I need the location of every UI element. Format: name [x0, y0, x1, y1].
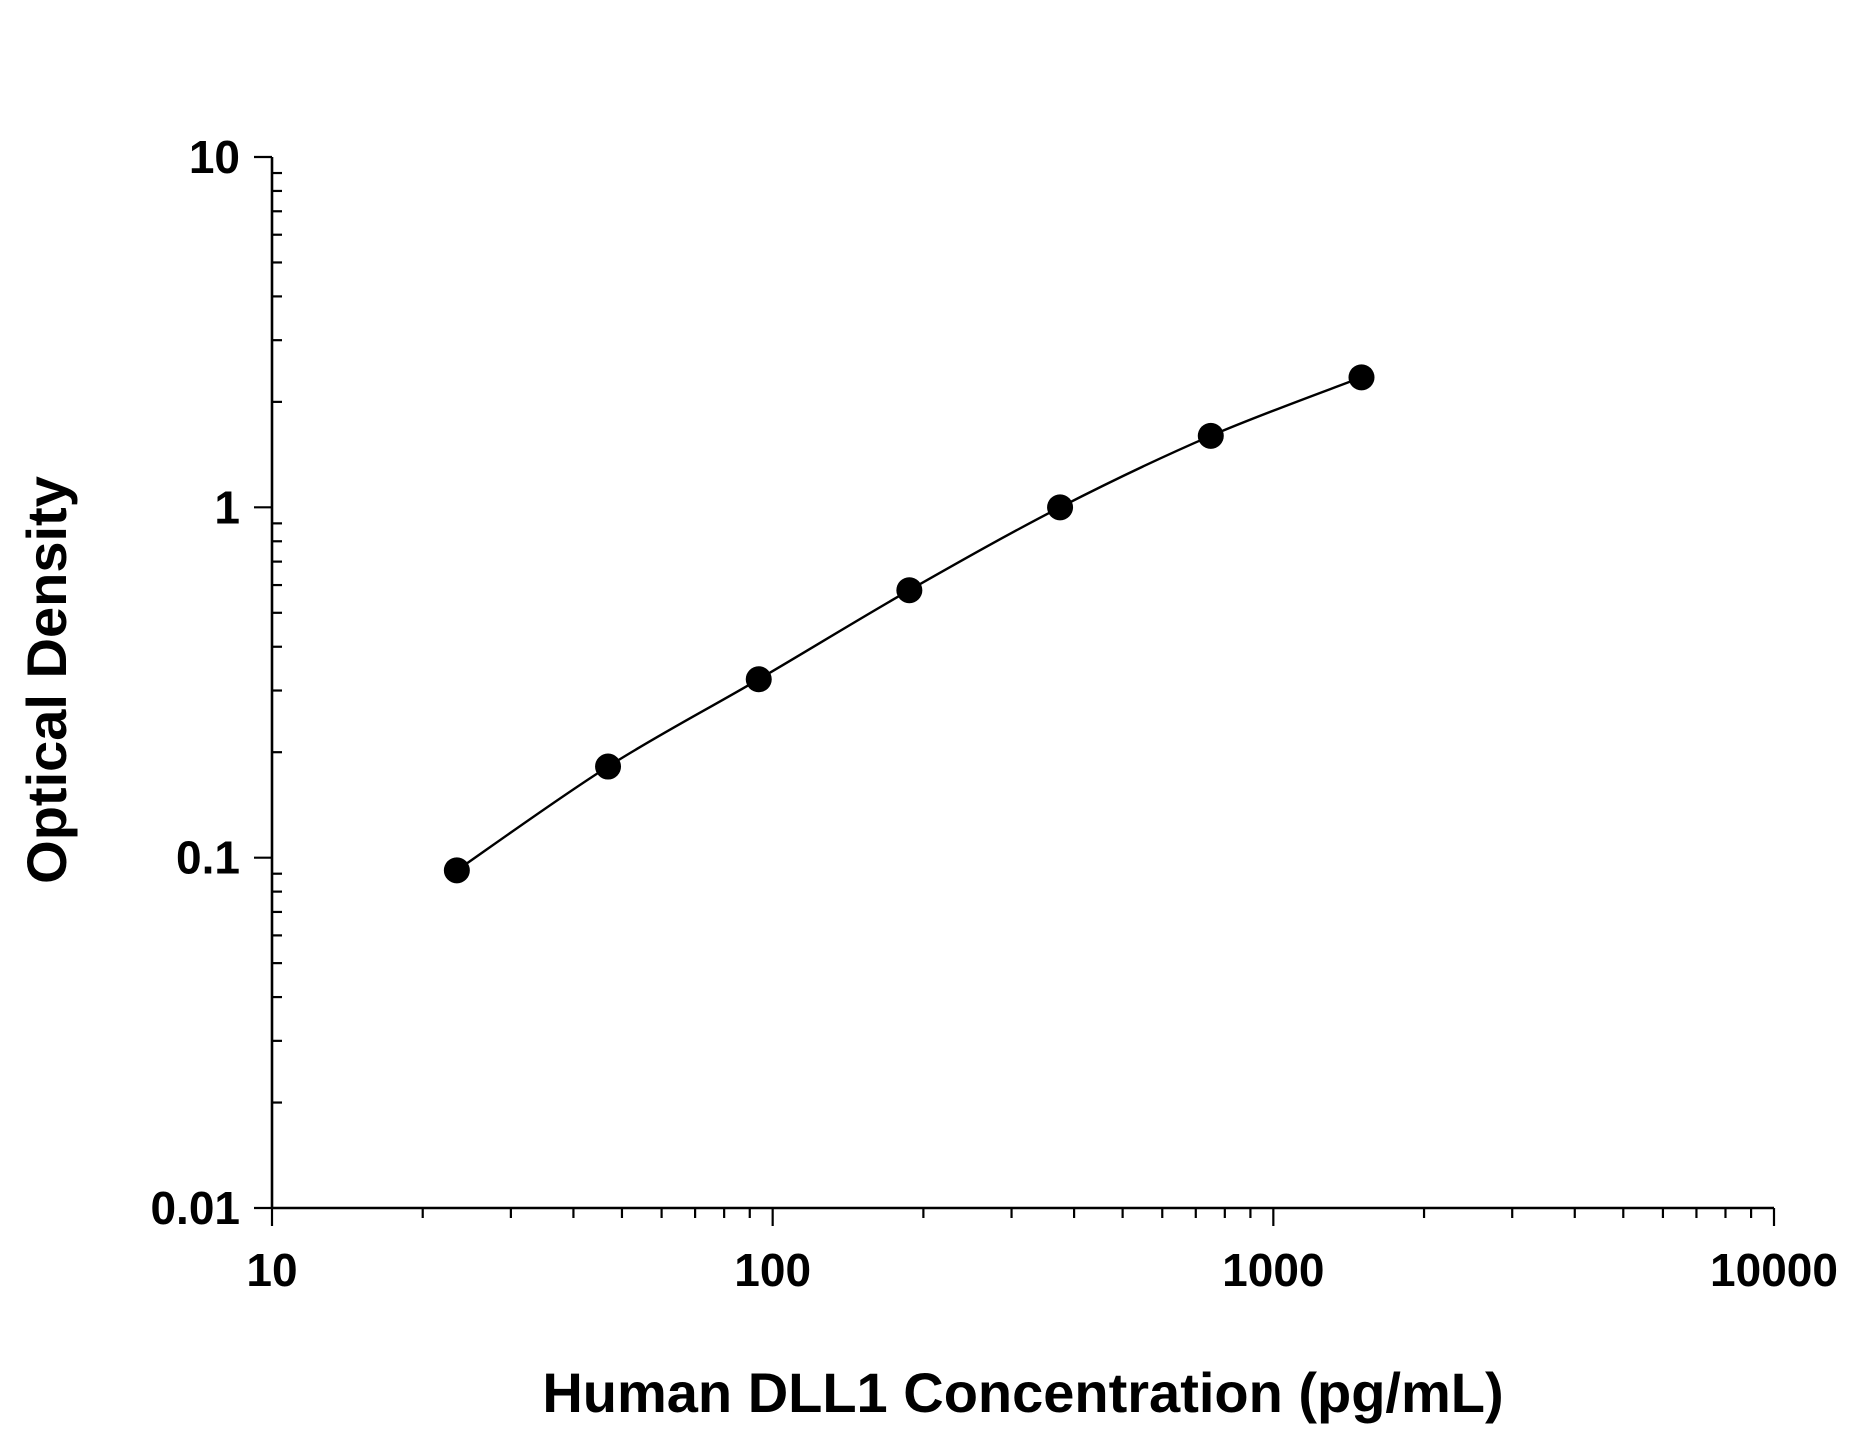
data-point: [1197, 422, 1224, 449]
data-point: [443, 857, 470, 884]
data-point: [745, 666, 772, 693]
x-tick-label: 10000: [1710, 1244, 1838, 1296]
y-tick-label: 0.1: [176, 832, 240, 884]
data-point: [1047, 494, 1074, 521]
fit-curve: [456, 376, 1362, 872]
y-tick-label: 0.01: [150, 1182, 240, 1234]
x-axis-title: Human DLL1 Concentration (pg/mL): [542, 1361, 1503, 1424]
x-tick-label: 100: [734, 1244, 811, 1296]
data-point: [1348, 364, 1375, 391]
y-tick-label: 10: [189, 131, 240, 183]
data-points: [443, 364, 1375, 884]
major-ticks: [254, 155, 1776, 1226]
data-point: [595, 753, 622, 780]
data-point: [896, 577, 923, 604]
y-axis-title: Optical Density: [15, 476, 78, 884]
x-tick-labels: 10 100 1000 10000: [246, 1244, 1838, 1296]
y-tick-label: 1: [214, 481, 240, 533]
x-tick-label: 1000: [1222, 1244, 1324, 1296]
x-tick-label: 10: [246, 1244, 297, 1296]
y-tick-labels: 0.01 0.1 1 10: [150, 131, 240, 1234]
minor-ticks: [272, 171, 1753, 1218]
